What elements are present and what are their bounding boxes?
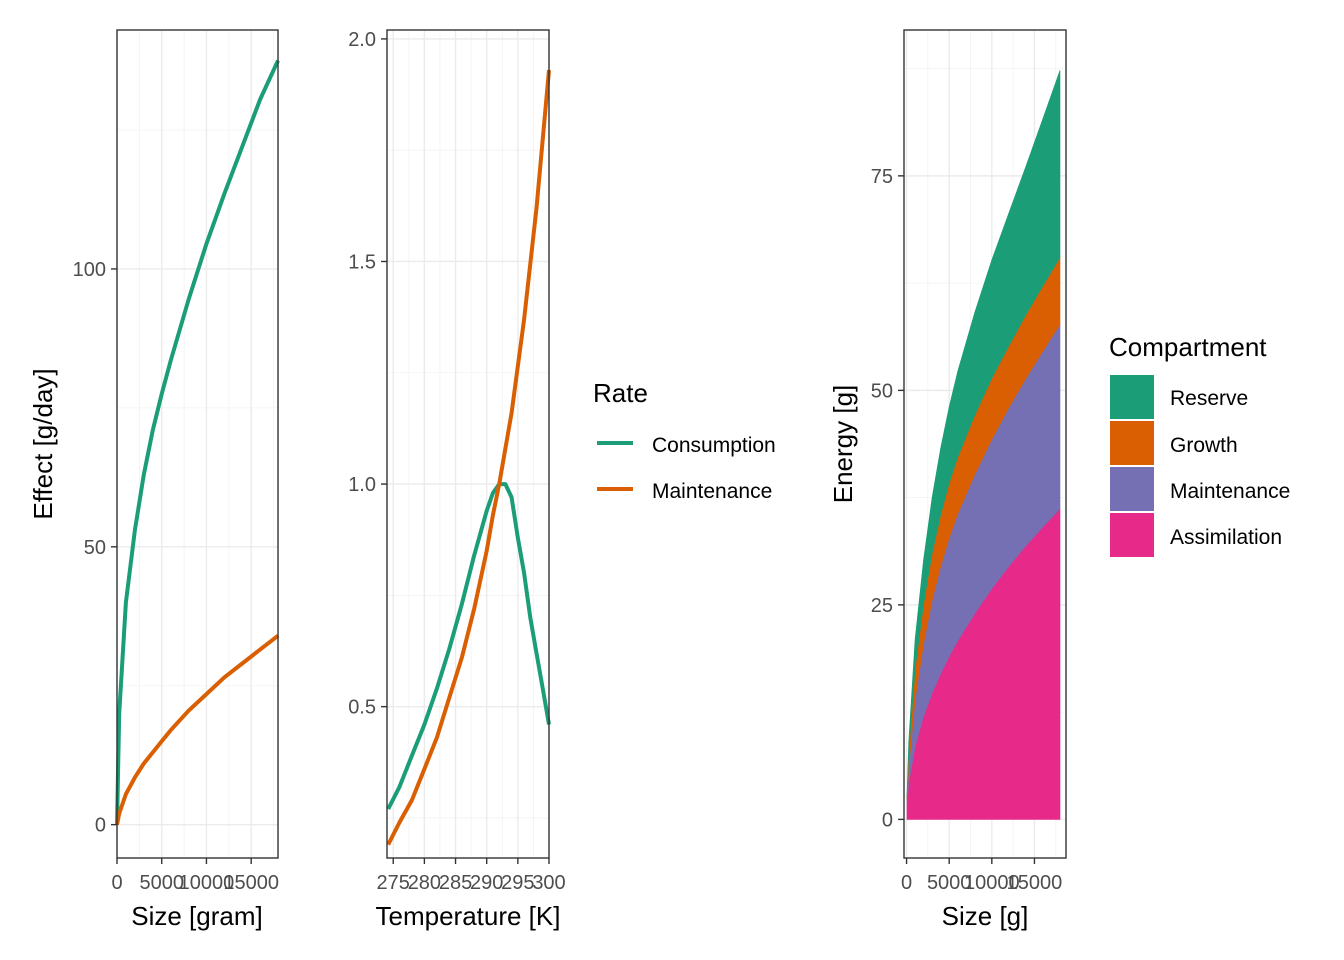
chart-marks [386,69,551,846]
legend-key-maintenance [1110,467,1154,511]
y-tick-label: 0 [95,815,106,837]
y-tick-label: 25 [871,595,893,617]
x-tick-label: 0 [901,872,912,894]
x-tick-label: 295 [501,872,534,894]
y-tick-label: 1.0 [348,474,376,496]
x-tick-label: 285 [439,872,472,894]
series-line-maintenance [115,634,280,826]
chart-marks [115,59,280,826]
compartment-legend-title: Compartment [1109,332,1267,362]
rate-legend: Rate Consumption Maintenance [593,378,776,503]
x-tick-label: 10000 [179,872,235,894]
x-tick-label: 300 [532,872,565,894]
y-tick-label: 0.5 [348,697,376,719]
y-tick-label: 0 [882,809,893,831]
legend-key-growth [1110,421,1154,465]
y-tick-label: 50 [871,380,893,402]
legend-key-assimilation [1110,513,1154,557]
x-tick-label: 0 [111,872,122,894]
x-tick-label: 5000 [139,872,184,894]
series-line-maintenance [386,69,551,846]
area-reserve [906,70,1061,798]
rate-legend-title: Rate [593,378,648,408]
x-tick-label: 10000 [964,872,1020,894]
x-tick-label: 15000 [223,872,279,894]
x-tick-label: 5000 [927,872,972,894]
panel-background [117,30,278,858]
y-tick-label: 75 [871,166,893,188]
y-tick-label: 1.5 [348,251,376,273]
x-tick-label: 275 [377,872,410,894]
x-axis-title: Size [g] [942,901,1029,931]
x-tick-label: 290 [470,872,503,894]
legend-label-reserve: Reserve [1170,387,1248,410]
panel-border [903,29,1067,859]
series-line-consumption [386,482,551,810]
y-tick-label: 100 [73,259,106,281]
chart-marks [906,70,1061,820]
y-tick-label: 50 [84,537,106,559]
panel-border [386,29,550,859]
legend-label-consumption: Consumption [652,434,776,457]
legend-label-growth: Growth [1170,434,1238,457]
y-tick-label: 2.0 [348,29,376,51]
series-line-consumption [115,59,280,825]
legend-label-assimilation: Assimilation [1170,526,1282,549]
legend-key-reserve [1110,375,1154,419]
x-tick-label: 15000 [1007,872,1063,894]
legend-label-maintenance: Maintenance [1170,480,1290,503]
panel-border [116,29,279,859]
x-tick-label: 280 [408,872,441,894]
panel-background [387,30,549,858]
y-axis-title: Energy [g] [828,385,858,504]
legend-label-maintenance: Maintenance [652,480,772,503]
compartment-legend: Compartment Reserve Growth Maintenance A… [1109,332,1290,557]
x-axis-title: Temperature [K] [376,901,561,931]
x-axis-title: Size [gram] [131,901,263,931]
y-axis-title: Effect [g/day] [28,368,58,519]
